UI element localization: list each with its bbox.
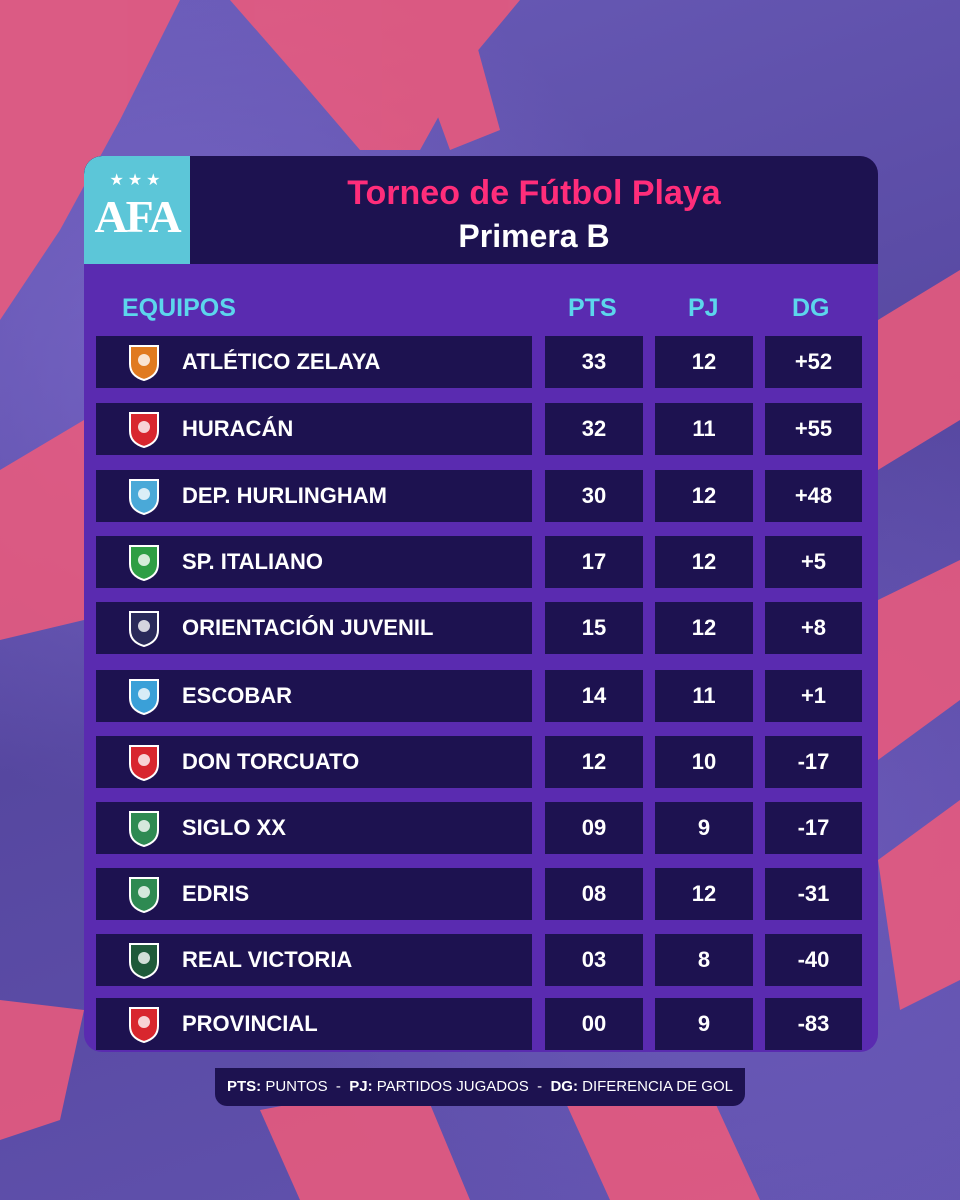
legend-pts-text: PUNTOS: [265, 1078, 328, 1095]
team-name: SP. ITALIANO: [182, 549, 323, 574]
matches-played-cell: 11: [655, 403, 753, 455]
team-cell: HURACÁN: [96, 403, 532, 455]
table-row: ORIENTACIÓN JUVENIL 15 12 +8: [96, 602, 862, 654]
legend-bar: PTS: PUNTOS - PJ: PARTIDOS JUGADOS - DG:…: [215, 1068, 745, 1106]
goal-difference-cell: -83: [765, 998, 862, 1050]
matches-played-cell: 12: [655, 602, 753, 654]
column-header-pts: PTS: [568, 294, 617, 322]
legend-pj-text: PARTIDOS JUGADOS: [376, 1078, 529, 1095]
team-name: DEP. HURLINGHAM: [182, 483, 387, 508]
team-cell: REAL VICTORIA: [96, 934, 532, 986]
legend-separator: -: [537, 1078, 543, 1095]
goal-difference-cell: -31: [765, 868, 862, 920]
column-header-dg: DG: [792, 294, 830, 322]
goal-difference-cell: +52: [765, 336, 862, 388]
matches-played-cell: 10: [655, 736, 753, 788]
goal-difference-cell: -17: [765, 736, 862, 788]
points-cell: 00: [545, 998, 643, 1050]
stars-icon: ★★★: [109, 172, 165, 189]
table-row: ATLÉTICO ZELAYA 33 12 +52: [96, 336, 862, 388]
points-cell: 09: [545, 802, 643, 854]
goal-difference-cell: +48: [765, 470, 862, 522]
matches-played-cell: 12: [655, 470, 753, 522]
team-name: ATLÉTICO ZELAYA: [182, 349, 381, 374]
crest-icon: [124, 409, 164, 449]
crest-icon: [124, 940, 164, 980]
table-row: ESCOBAR 14 11 +1: [96, 670, 862, 722]
team-name: PROVINCIAL: [182, 1011, 318, 1036]
table-row: DON TORCUATO 12 10 -17: [96, 736, 862, 788]
matches-played-cell: 9: [655, 998, 753, 1050]
column-header-team: EQUIPOS: [122, 294, 236, 322]
goal-difference-cell: +8: [765, 602, 862, 654]
table-row: REAL VICTORIA 03 8 -40: [96, 934, 862, 986]
team-name: DON TORCUATO: [182, 749, 360, 774]
points-cell: 03: [545, 934, 643, 986]
crest-icon: [124, 808, 164, 848]
team-cell: DON TORCUATO: [96, 736, 532, 788]
afa-logo: ★★★ AFA: [84, 156, 190, 264]
team-name: ESCOBAR: [182, 683, 293, 708]
team-cell: ESCOBAR: [96, 670, 532, 722]
team-name: REAL VICTORIA: [182, 947, 353, 972]
standings-panel: ★★★ AFA Torneo de Fútbol Playa Primera B…: [84, 156, 878, 1052]
goal-difference-cell: -40: [765, 934, 862, 986]
matches-played-cell: 8: [655, 934, 753, 986]
team-cell: ATLÉTICO ZELAYA: [96, 336, 532, 388]
points-cell: 17: [545, 536, 643, 588]
table-row: DEP. HURLINGHAM 30 12 +48: [96, 470, 862, 522]
matches-played-cell: 9: [655, 802, 753, 854]
team-cell: EDRIS: [96, 868, 532, 920]
team-name: ORIENTACIÓN JUVENIL: [182, 615, 434, 640]
legend-pj-key: PJ:: [349, 1078, 373, 1095]
table-row: SP. ITALIANO 17 12 +5: [96, 536, 862, 588]
crest-icon: [124, 1004, 164, 1044]
team-name: HURACÁN: [182, 416, 294, 441]
goal-difference-cell: +5: [765, 536, 862, 588]
legend-separator: -: [335, 1078, 341, 1095]
goal-difference-cell: -17: [765, 802, 862, 854]
crest-icon: [124, 342, 164, 382]
legend-dg-key: DG:: [550, 1078, 578, 1095]
matches-played-cell: 11: [655, 670, 753, 722]
column-header-pj: PJ: [688, 294, 719, 322]
matches-played-cell: 12: [655, 536, 753, 588]
team-cell: SIGLO XX: [96, 802, 532, 854]
goal-difference-cell: +1: [765, 670, 862, 722]
team-cell: SP. ITALIANO: [96, 536, 532, 588]
points-cell: 32: [545, 403, 643, 455]
points-cell: 15: [545, 602, 643, 654]
afa-logo-text: AFA: [94, 191, 181, 242]
points-cell: 33: [545, 336, 643, 388]
table-row: SIGLO XX 09 9 -17: [96, 802, 862, 854]
crest-icon: [124, 742, 164, 782]
goal-difference-cell: +55: [765, 403, 862, 455]
crest-icon: [124, 476, 164, 516]
team-name: SIGLO XX: [182, 815, 286, 840]
crest-icon: [124, 874, 164, 914]
division-subtitle: Primera B: [458, 218, 610, 254]
team-cell: ORIENTACIÓN JUVENIL: [96, 602, 532, 654]
team-name: EDRIS: [182, 881, 250, 906]
matches-played-cell: 12: [655, 868, 753, 920]
table-row: HURACÁN 32 11 +55: [96, 403, 862, 455]
crest-icon: [124, 542, 164, 582]
tournament-title: Torneo de Fútbol Playa: [347, 174, 721, 212]
points-cell: 12: [545, 736, 643, 788]
matches-played-cell: 12: [655, 336, 753, 388]
team-cell: PROVINCIAL: [96, 998, 532, 1050]
crest-icon: [124, 676, 164, 716]
legend-dg-text: DIFERENCIA DE GOL: [582, 1078, 733, 1095]
points-cell: 08: [545, 868, 643, 920]
table-row: EDRIS 08 12 -31: [96, 868, 862, 920]
points-cell: 14: [545, 670, 643, 722]
table-row: PROVINCIAL 00 9 -83: [96, 998, 862, 1050]
legend-pts-key: PTS:: [227, 1078, 262, 1095]
crest-icon: [124, 608, 164, 648]
points-cell: 30: [545, 470, 643, 522]
team-cell: DEP. HURLINGHAM: [96, 470, 532, 522]
panel-header: ★★★ AFA Torneo de Fútbol Playa Primera B: [84, 156, 878, 264]
